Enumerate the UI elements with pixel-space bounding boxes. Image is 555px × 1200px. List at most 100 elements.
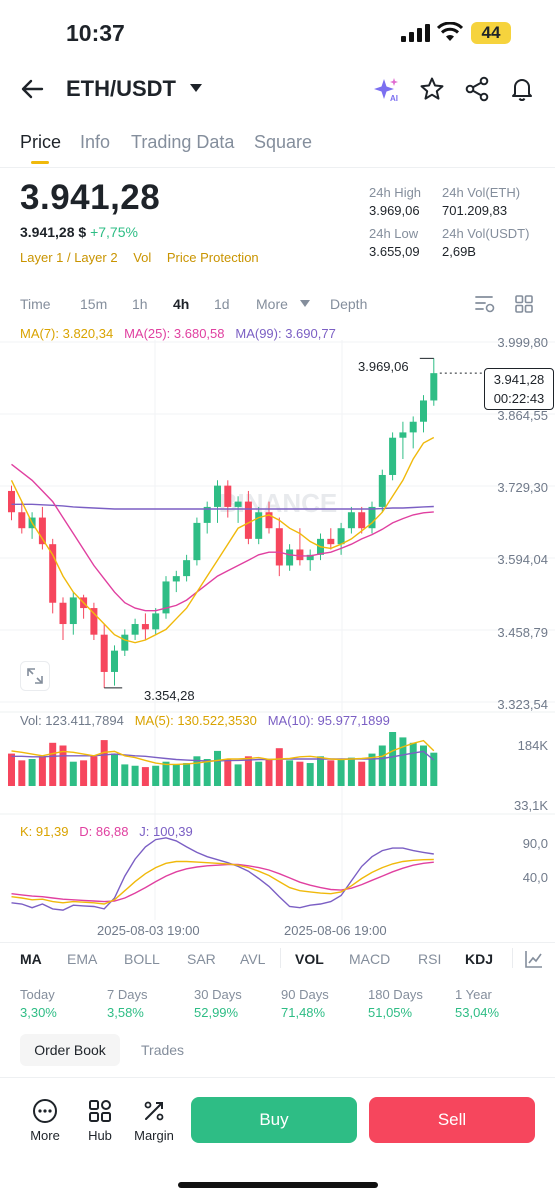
candlestick-chart[interactable]: BINANCE: [0, 340, 555, 940]
candle-body: [275, 528, 283, 566]
tab-order-book[interactable]: Order Book: [20, 1034, 120, 1066]
perf-label: Today: [20, 987, 55, 1002]
volume-bar: [347, 757, 355, 786]
volume-bar: [337, 759, 345, 786]
svg-text:AI: AI: [390, 94, 398, 102]
star-favorite-icon[interactable]: [419, 76, 445, 102]
volume-bar: [255, 761, 263, 786]
ai-sparkle-icon[interactable]: AI: [373, 76, 399, 102]
volume-bar: [193, 756, 201, 786]
interval-depth[interactable]: Depth: [330, 296, 368, 312]
more-label[interactable]: More: [30, 1128, 60, 1143]
ma-lines-layer: [10, 436, 435, 644]
candle-body: [59, 602, 67, 625]
price-tick: 3.864,55: [497, 408, 548, 423]
tab-trades[interactable]: Trades: [141, 1042, 185, 1058]
sell-button[interactable]: Sell: [369, 1097, 535, 1143]
volume-bar: [244, 756, 252, 786]
interval-15m[interactable]: 15m: [80, 296, 108, 312]
indicator-settings-icon[interactable]: [524, 949, 544, 969]
share-icon[interactable]: [464, 76, 490, 102]
pair-dropdown-icon[interactable]: [190, 84, 202, 92]
interval-1h[interactable]: 1h: [132, 296, 148, 312]
hub-grid-icon[interactable]: [87, 1098, 113, 1124]
stat-low-value: 3.655,09: [369, 244, 420, 259]
volume-bar: [399, 737, 407, 786]
perf-180d: 180 Days 51,05%: [368, 987, 423, 1020]
bell-alert-icon[interactable]: [509, 76, 535, 102]
interval-time[interactable]: Time: [20, 296, 51, 312]
indicator-avl[interactable]: AVL: [240, 951, 266, 967]
tab-info[interactable]: Info: [80, 132, 111, 152]
tab-price[interactable]: Price: [20, 132, 62, 152]
candle-body: [203, 506, 211, 523]
candle-body: [162, 581, 170, 614]
price-tick: 3.458,79: [497, 625, 548, 640]
candle-body: [8, 490, 15, 513]
indicator-separator: [280, 948, 281, 968]
candle-body: [111, 650, 118, 672]
indicator-boll[interactable]: BOLL: [124, 951, 160, 967]
tag-price-protection[interactable]: Price Protection: [166, 250, 259, 265]
more-dots-icon[interactable]: [32, 1098, 58, 1124]
tabs-divider: [0, 167, 555, 168]
perf-label: 180 Days: [368, 987, 423, 1002]
grid-layout-icon[interactable]: [514, 294, 534, 314]
indicator-vol[interactable]: VOL: [295, 951, 324, 967]
ma25-line: [11, 463, 434, 612]
candle-body: [337, 528, 345, 545]
time-tick: 2025-08-06 19:00: [284, 923, 387, 938]
indicator-sar[interactable]: SAR: [187, 951, 216, 967]
kdj-d-line: [11, 861, 434, 903]
tag-layer[interactable]: Layer 1 / Layer 2: [20, 250, 118, 265]
margin-percent-icon[interactable]: [141, 1098, 167, 1124]
indicator-rsi[interactable]: RSI: [418, 951, 442, 967]
volume-bar: [389, 732, 397, 786]
hub-label[interactable]: Hub: [88, 1128, 112, 1143]
margin-label[interactable]: Margin: [134, 1128, 174, 1143]
perf-label: 30 Days: [194, 987, 242, 1002]
volume-bar: [121, 764, 129, 786]
volume-bar: [80, 760, 88, 786]
volume-bar: [296, 761, 304, 786]
more-dropdown-icon[interactable]: [300, 300, 310, 308]
status-time: 10:37: [66, 20, 125, 46]
candle-body: [347, 512, 355, 529]
tag-vol[interactable]: Vol: [133, 250, 152, 265]
indicator-ma[interactable]: MA: [20, 951, 42, 967]
candle-body: [18, 512, 26, 529]
interval-4h[interactable]: 4h: [173, 296, 190, 312]
volume-bar: [59, 745, 67, 786]
tab-square[interactable]: Square: [254, 132, 313, 152]
buy-button[interactable]: Buy: [191, 1097, 357, 1143]
volume-bar: [152, 765, 160, 786]
price-tick: 3.594,04: [497, 552, 548, 567]
kdj-tick: 40,0: [522, 870, 548, 885]
indicator-ema[interactable]: EMA: [67, 951, 98, 967]
fullscreen-expand-icon[interactable]: [20, 661, 50, 691]
candle-body: [420, 400, 427, 422]
volume-bar: [131, 765, 139, 786]
time-tick: 2025-08-03 19:00: [97, 923, 200, 938]
ma7-line: [10, 436, 435, 644]
candle-body: [409, 421, 417, 433]
indicator-macd[interactable]: MACD: [349, 951, 391, 967]
vol-ma5-value: MA(5): 130.522,3530: [134, 713, 257, 728]
price-tick: 3.323,54: [497, 697, 548, 712]
candle-body: [214, 485, 221, 507]
volume-bar: [49, 742, 57, 786]
volume-bar: [8, 753, 15, 786]
tab-trading-data[interactable]: Trading Data: [131, 132, 235, 152]
candle-body: [38, 517, 46, 545]
candle-body: [244, 501, 252, 539]
interval-1d[interactable]: 1d: [214, 296, 230, 312]
interval-more[interactable]: More: [256, 296, 288, 312]
chart-settings-icon[interactable]: [474, 294, 496, 314]
pair-title[interactable]: ETH/USDT: [66, 76, 176, 101]
kdj-k-value: K: 91,39: [20, 824, 69, 839]
indicator-kdj[interactable]: KDJ: [465, 951, 494, 967]
perf-7d: 7 Days 3,58%: [107, 987, 147, 1020]
candle-body: [90, 608, 98, 635]
back-arrow-icon[interactable]: [20, 76, 46, 102]
candle-body: [141, 624, 149, 630]
